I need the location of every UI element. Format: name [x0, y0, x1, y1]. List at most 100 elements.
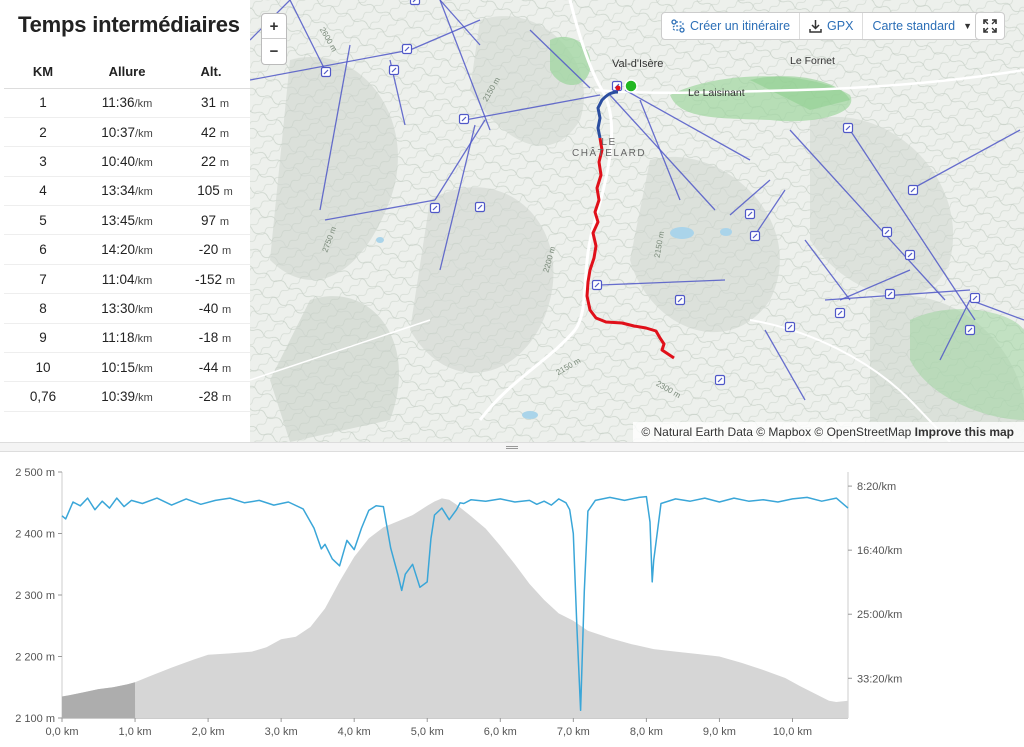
split-alt: -18 m: [172, 323, 250, 354]
split-alt-value: 105: [197, 183, 220, 199]
splits-header-row: KM Allure Alt.: [4, 56, 250, 89]
split-pace: 11:18/km: [82, 323, 172, 354]
split-alt: 22 m: [172, 146, 250, 177]
x-tick-label: 6,0 km: [484, 726, 517, 738]
split-km: 7: [4, 264, 82, 295]
map-style-dropdown[interactable]: Carte standard ▼: [863, 13, 981, 39]
split-km: 4: [4, 176, 82, 207]
chart-svg[interactable]: 2 100 m 2 200 m 2 300 m 2 400 m 2 500 m 8:20/…: [0, 452, 1024, 747]
alt-unit: m: [222, 362, 232, 375]
expand-icon: [983, 19, 997, 33]
x-tick-label: 8,0 km: [630, 726, 663, 738]
x-tick-label: 10,0 km: [773, 726, 812, 738]
split-km: 5: [4, 205, 82, 236]
split-row[interactable]: 4 13:34/km 105 m: [4, 176, 250, 207]
split-alt-value: 22: [201, 153, 217, 169]
drag-handle-icon[interactable]: [506, 446, 518, 449]
split-row[interactable]: 10 10:15/km -44 m: [4, 352, 250, 383]
y-tick-label: 2 100 m: [15, 713, 55, 725]
split-alt-value: 31: [201, 95, 217, 111]
place-le-fornet: Le Fornet: [790, 55, 835, 67]
map-style-label: Carte standard: [872, 19, 956, 33]
alt-unit: m: [222, 392, 232, 405]
split-km: 9: [4, 323, 82, 354]
pace-unit: /km: [135, 245, 153, 258]
split-row[interactable]: 6 14:20/km -20 m: [4, 234, 250, 265]
split-alt: -20 m: [172, 234, 250, 265]
split-alt-value: 97: [201, 212, 217, 228]
elevation-profile-chart[interactable]: 2 100 m 2 200 m 2 300 m 2 400 m 2 500 m 8:20/…: [0, 452, 1024, 747]
create-route-label: Créer un itinéraire: [690, 19, 791, 33]
split-row[interactable]: 2 10:37/km 42 m: [4, 117, 250, 148]
split-row[interactable]: 9 11:18/km -18 m: [4, 323, 250, 354]
split-alt-value: -44: [198, 359, 219, 375]
split-alt: -44 m: [172, 352, 250, 383]
route-map[interactable]: Val-d'Isère Le Fornet Le Laisinant LE CH…: [250, 0, 1024, 442]
split-row[interactable]: 0,76 10:39/km -28 m: [4, 381, 250, 412]
place-le-laisinant: Le Laisinant: [688, 87, 745, 99]
split-row[interactable]: 5 13:45/km 97 m: [4, 205, 250, 236]
header-pace: Allure: [82, 56, 172, 89]
zoom-out-button[interactable]: −: [269, 43, 279, 60]
split-pace: 10:39/km: [82, 381, 172, 412]
alt-unit: m: [219, 127, 229, 140]
split-pace: 10:37/km: [82, 117, 172, 148]
fullscreen-button[interactable]: [975, 12, 1005, 40]
split-pace-value: 13:30: [101, 300, 136, 316]
split-alt: 97 m: [172, 205, 250, 236]
elevation-area[interactable]: [62, 498, 848, 718]
improve-map-link[interactable]: Improve this map: [914, 425, 1014, 439]
split-alt: 31 m: [172, 88, 250, 118]
route-start-segment: [596, 90, 619, 139]
split-row[interactable]: 8 13:30/km -40 m: [4, 293, 250, 324]
split-km: 2: [4, 117, 82, 148]
split-alt: 42 m: [172, 117, 250, 148]
start-marker: [624, 79, 638, 93]
create-route-button[interactable]: Créer un itinéraire: [662, 13, 801, 39]
split-row[interactable]: 7 11:04/km -152 m: [4, 264, 250, 295]
split-alt: -152 m: [172, 264, 250, 295]
caret-down-icon: ▼: [963, 21, 973, 31]
x-tick-label: 2,0 km: [192, 726, 225, 738]
pace-unit: /km: [135, 392, 153, 405]
y-tick-label: 2 400 m: [15, 529, 55, 541]
splits-table: KM Allure Alt. 1 11:36/km 31 m 2 10:37/km 42 …: [4, 56, 250, 412]
gpx-download-button[interactable]: GPX: [800, 13, 864, 39]
zoom-control: + −: [261, 13, 287, 65]
split-alt-value: -18: [198, 330, 219, 346]
resize-divider[interactable]: [0, 442, 1024, 452]
split-pace-value: 10:39: [101, 389, 136, 405]
x-tick-label: 4,0 km: [338, 726, 371, 738]
y-tick-label: 2 500 m: [15, 467, 55, 479]
split-alt: 105 m: [172, 176, 250, 207]
pace-unit: /km: [135, 127, 153, 140]
pace-unit: /km: [134, 333, 153, 346]
place-val-disere: Val-d'Isère: [612, 58, 664, 70]
zoom-in-button[interactable]: +: [262, 14, 286, 39]
split-pace: 11:04/km: [82, 264, 172, 295]
alt-unit: m: [223, 186, 233, 199]
place-le-chatelard: LE CHÂTELARD: [572, 137, 647, 159]
split-alt: -40 m: [172, 293, 250, 324]
split-pace: 13:30/km: [82, 293, 172, 324]
split-row[interactable]: 1 11:36/km 31 m: [4, 88, 250, 118]
alt-unit: m: [222, 333, 232, 346]
pace-unit: /km: [134, 274, 153, 287]
highlighted-segment[interactable]: [62, 682, 136, 718]
x-tick-label: 1,0 km: [119, 726, 152, 738]
split-pace-value: 14:20: [101, 242, 136, 258]
splits-panel: Temps intermédiaires KM Allure Alt. 1 11:…: [0, 0, 250, 442]
pace-unit: /km: [134, 98, 153, 111]
split-km: 3: [4, 146, 82, 177]
gpx-label: GPX: [827, 19, 854, 33]
header-alt: Alt.: [172, 56, 250, 89]
alt-unit: m: [219, 215, 229, 228]
split-row[interactable]: 3 10:40/km 22 m: [4, 146, 250, 177]
alt-unit: m: [219, 98, 229, 111]
split-pace-value: 10:15: [101, 359, 136, 375]
map-attribution: © Natural Earth Data © Mapbox © OpenStre…: [633, 422, 1024, 442]
map-canvas[interactable]: [250, 0, 1024, 442]
download-icon: [809, 20, 822, 33]
pace-line[interactable]: [61, 495, 849, 712]
x-tick-label: 7,0 km: [557, 726, 590, 738]
